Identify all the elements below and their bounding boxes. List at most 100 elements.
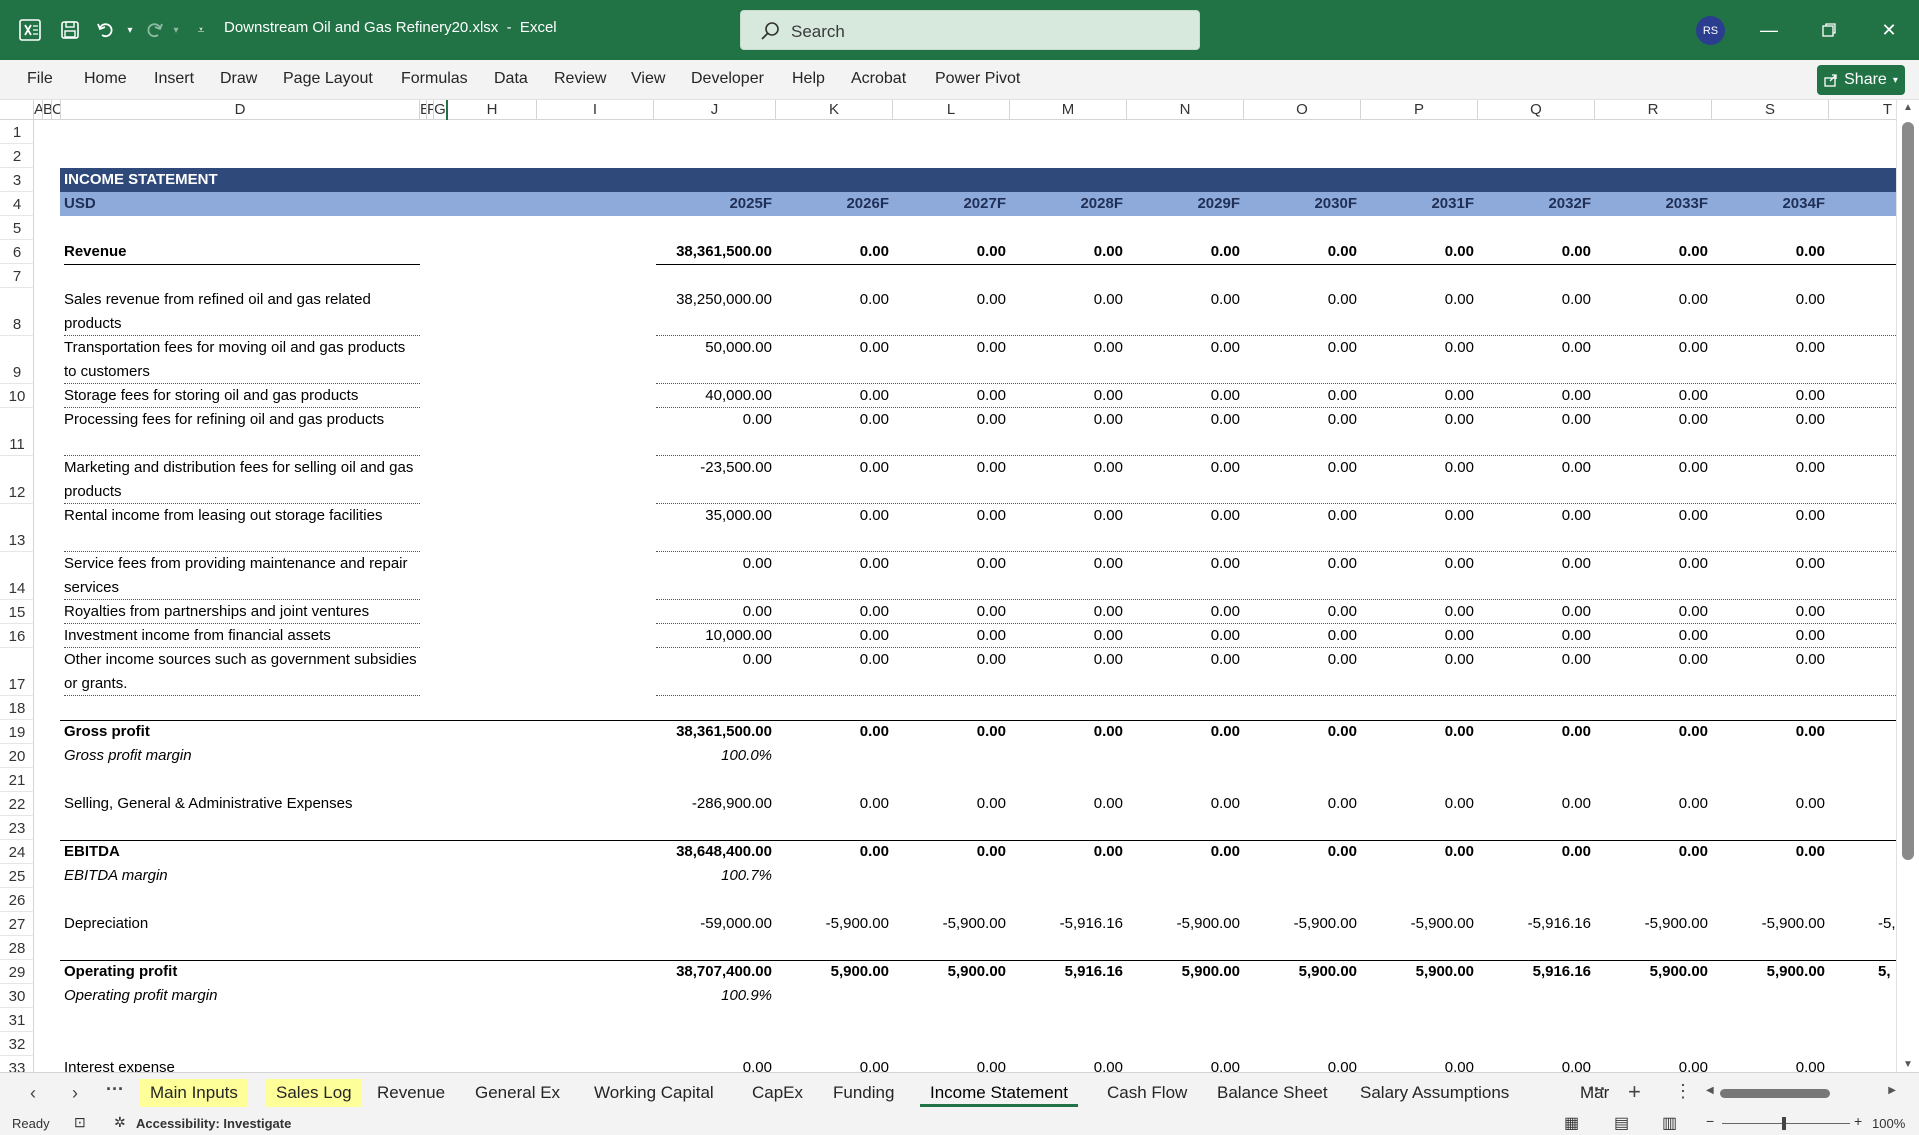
row-header[interactable]: 5 <box>0 216 34 240</box>
column-header-j[interactable]: J <box>654 100 776 120</box>
value-cell[interactable]: 0.00 <box>1327 843 1357 860</box>
value-cell[interactable]: 0.00 <box>1210 555 1240 572</box>
value-cell[interactable]: 0.00 <box>1444 555 1474 572</box>
value-cell[interactable]: 0.00 <box>1210 243 1240 260</box>
value-cell[interactable]: 0.00 <box>1444 1059 1474 1072</box>
value-cell[interactable]: 0.00 <box>1093 555 1123 572</box>
value-cell[interactable]: 0.00 <box>1678 243 1708 260</box>
value-cell[interactable]: 0.00 <box>1561 339 1591 356</box>
sheet-tab[interactable]: Cash Flow <box>1107 1083 1188 1102</box>
value-cell[interactable]: 0.00 <box>1795 723 1825 740</box>
row-header[interactable]: 27 <box>0 912 34 936</box>
value-cell[interactable]: 0.00 <box>859 603 889 620</box>
value-cell[interactable]: 0.00 <box>1561 723 1591 740</box>
column-header-q[interactable]: Q <box>1478 100 1595 120</box>
value-cell[interactable]: 0.00 <box>1795 339 1825 356</box>
value-cell[interactable]: 0.00 <box>1210 603 1240 620</box>
value-cell[interactable]: 10,000.00 <box>705 627 772 644</box>
more-sheets-right-icon[interactable]: ··· <box>1588 1079 1606 1099</box>
value-cell[interactable]: 5,916.16 <box>1532 963 1591 980</box>
value-cell[interactable]: 0.00 <box>976 723 1006 740</box>
column-header-h[interactable]: H <box>448 100 537 120</box>
zoom-level[interactable]: 100% <box>1872 1116 1906 1131</box>
value-cell[interactable]: 0.00 <box>1210 459 1240 476</box>
value-cell[interactable]: 100.9% <box>721 987 772 1004</box>
value-cell[interactable]: 0.00 <box>1444 243 1474 260</box>
value-cell[interactable]: 0.00 <box>1561 627 1591 644</box>
value-cell[interactable]: 0.00 <box>1093 339 1123 356</box>
row-header[interactable]: 33 <box>0 1056 34 1072</box>
value-cell[interactable]: 0.00 <box>1327 1059 1357 1072</box>
save-icon[interactable] <box>56 16 84 44</box>
row-header[interactable]: 31 <box>0 1008 34 1032</box>
value-cell[interactable]: 0.00 <box>1093 291 1123 308</box>
value-cell[interactable]: 0.00 <box>1210 651 1240 668</box>
value-cell[interactable]: 0.00 <box>1678 795 1708 812</box>
value-cell[interactable]: -286,900.00 <box>691 795 772 812</box>
value-cell[interactable]: 0.00 <box>1444 723 1474 740</box>
tab-acrobat[interactable]: Acrobat <box>851 70 907 87</box>
value-cell[interactable]: 5,900.00 <box>1181 963 1240 980</box>
zoom-in-icon[interactable]: + <box>1854 1113 1863 1129</box>
value-cell[interactable]: 0.00 <box>1210 1059 1240 1072</box>
value-cell[interactable]: 5,900.00 <box>1415 963 1474 980</box>
value-cell[interactable]: 0.00 <box>1795 459 1825 476</box>
column-header-e[interactable]: E <box>420 100 427 120</box>
value-cell[interactable]: 0.00 <box>1795 291 1825 308</box>
vertical-scroll-thumb[interactable] <box>1902 122 1914 860</box>
column-header-n[interactable]: N <box>1127 100 1244 120</box>
value-cell[interactable]: 0.00 <box>1561 387 1591 404</box>
row-header[interactable]: 6 <box>0 240 34 264</box>
add-sheet-icon[interactable]: + <box>1628 1079 1641 1104</box>
value-cell[interactable]: 0.00 <box>1210 795 1240 812</box>
tab-data[interactable]: Data <box>494 70 528 87</box>
value-cell[interactable]: 38,361,500.00 <box>676 723 772 740</box>
value-cell[interactable]: 0.00 <box>1561 411 1591 428</box>
value-cell[interactable]: 5,900.00 <box>947 963 1006 980</box>
value-cell[interactable]: 0.00 <box>1327 291 1357 308</box>
value-cell[interactable]: 0.00 <box>976 795 1006 812</box>
sheet-tab[interactable]: Funding <box>833 1083 895 1102</box>
accessibility-status[interactable]: Accessibility: Investigate <box>136 1116 292 1131</box>
row-header[interactable]: 18 <box>0 696 34 720</box>
sheet-options-icon[interactable]: ⋮ <box>1674 1081 1692 1101</box>
value-cell[interactable]: 0.00 <box>1093 411 1123 428</box>
value-cell[interactable]: 0.00 <box>976 507 1006 524</box>
customize-qat-icon[interactable]: ⩡ <box>197 22 205 37</box>
row-header[interactable]: 14 <box>0 552 34 600</box>
value-cell[interactable]: 0.00 <box>1561 843 1591 860</box>
value-cell[interactable]: 0.00 <box>1444 507 1474 524</box>
tab-page-layout[interactable]: Page Layout <box>283 70 373 87</box>
value-cell[interactable]: 0.00 <box>859 795 889 812</box>
search-box[interactable]: Search <box>740 10 1200 50</box>
value-cell[interactable]: 0.00 <box>1210 339 1240 356</box>
value-cell[interactable]: 0.00 <box>1093 459 1123 476</box>
zoom-slider-thumb[interactable] <box>1782 1117 1786 1130</box>
value-cell[interactable]: 0.00 <box>1093 843 1123 860</box>
row-header[interactable]: 1 <box>0 120 34 144</box>
value-cell[interactable]: 0.00 <box>1093 795 1123 812</box>
value-cell[interactable]: 5,900.00 <box>1298 963 1357 980</box>
value-cell[interactable]: -5,900.00 <box>1176 915 1240 932</box>
value-cell[interactable]: 0.00 <box>1678 507 1708 524</box>
value-cell[interactable]: 0.00 <box>1327 723 1357 740</box>
value-cell[interactable]: 0.00 <box>976 411 1006 428</box>
value-cell[interactable]: 0.00 <box>1678 627 1708 644</box>
select-all-corner[interactable] <box>0 100 34 120</box>
zoom-out-icon[interactable]: − <box>1706 1113 1715 1129</box>
row-header[interactable]: 16 <box>0 624 34 648</box>
value-cell[interactable]: 0.00 <box>1444 387 1474 404</box>
value-cell[interactable]: 0.00 <box>1678 555 1708 572</box>
value-cell[interactable]: 0.00 <box>1561 459 1591 476</box>
value-cell[interactable]: 0.00 <box>1327 387 1357 404</box>
value-cell[interactable]: 0.00 <box>1327 627 1357 644</box>
row-header[interactable]: 20 <box>0 744 34 768</box>
scroll-right-icon[interactable]: ▶ <box>1888 1085 1896 1096</box>
value-cell[interactable]: 0.00 <box>1327 243 1357 260</box>
scroll-up-icon[interactable]: ▲ <box>1903 102 1913 113</box>
column-header-r[interactable]: R <box>1595 100 1712 120</box>
tab-formulas[interactable]: Formulas <box>401 70 468 87</box>
value-cell[interactable]: 0.00 <box>1678 723 1708 740</box>
column-header-a[interactable]: A <box>34 100 43 120</box>
sheet-tab[interactable]: Sales Log <box>266 1079 362 1107</box>
